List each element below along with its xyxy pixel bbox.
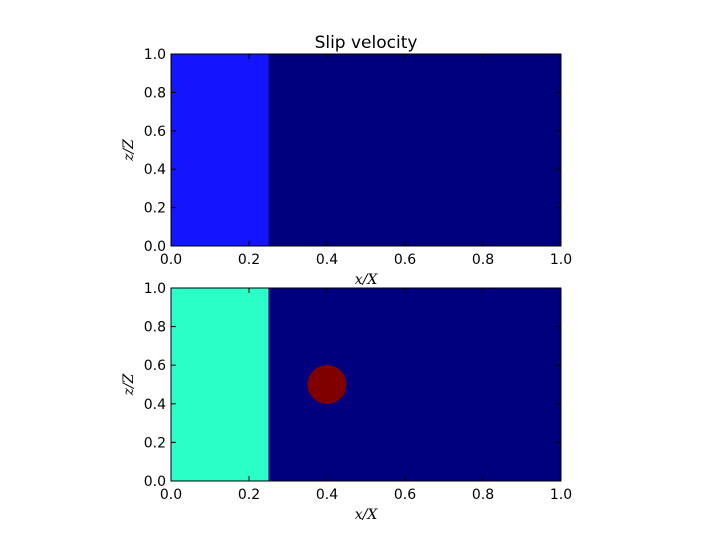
x-tick-label: 0.4	[316, 252, 338, 268]
region-rect	[171, 288, 269, 481]
x-tick-label: 0.0	[160, 252, 182, 268]
y-tick-label: 0.0	[144, 239, 166, 255]
x-tick-label: 0.0	[160, 487, 182, 503]
x-axis-label: x/X	[355, 507, 379, 523]
region-rect	[171, 54, 269, 246]
y-axis-label: z/Z	[121, 373, 137, 396]
y-tick-label: 0.4	[144, 397, 166, 413]
y-tick-label: 0.2	[144, 435, 166, 451]
axes-frame	[170, 53, 562, 247]
region-circle	[307, 365, 347, 404]
y-tick-label: 1.0	[144, 281, 166, 297]
y-tick-label: 0.6	[144, 358, 166, 374]
chart-title: Slip velocity	[315, 33, 418, 53]
x-axis-label: x/X	[355, 272, 379, 288]
y-tick-label: 0.0	[144, 474, 166, 490]
y-tick-label: 0.4	[144, 162, 166, 178]
x-tick-label: 0.6	[394, 487, 416, 503]
x-tick-label: 1.0	[550, 252, 572, 268]
y-tick-label: 0.2	[144, 201, 166, 217]
y-tick-label: 0.8	[144, 320, 166, 336]
y-axis-label: z/Z	[121, 139, 137, 162]
x-tick-label: 0.4	[316, 487, 338, 503]
x-tick-label: 0.8	[472, 252, 494, 268]
x-tick-label: 0.2	[238, 252, 260, 268]
y-tick-label: 0.8	[144, 85, 166, 101]
x-tick-label: 0.8	[472, 487, 494, 503]
y-tick-label: 0.6	[144, 124, 166, 140]
y-tick-label: 1.0	[144, 47, 166, 63]
axes-frame	[170, 287, 562, 482]
bottom-panel: 0.0 0.2 0.4 0.6 0.8 1.0 0.0 0.2 0.4 0.6 0.8 1.0 x/X z…	[121, 281, 572, 523]
x-tick-label: 0.2	[238, 487, 260, 503]
x-tick-label: 0.6	[394, 252, 416, 268]
top-panel: 0.0 0.2 0.4 0.6 0.8 1.0 0.0 0.2 0.4 0.6 0.8 1.0 x/X z…	[121, 33, 572, 288]
x-tick-label: 1.0	[550, 487, 572, 503]
